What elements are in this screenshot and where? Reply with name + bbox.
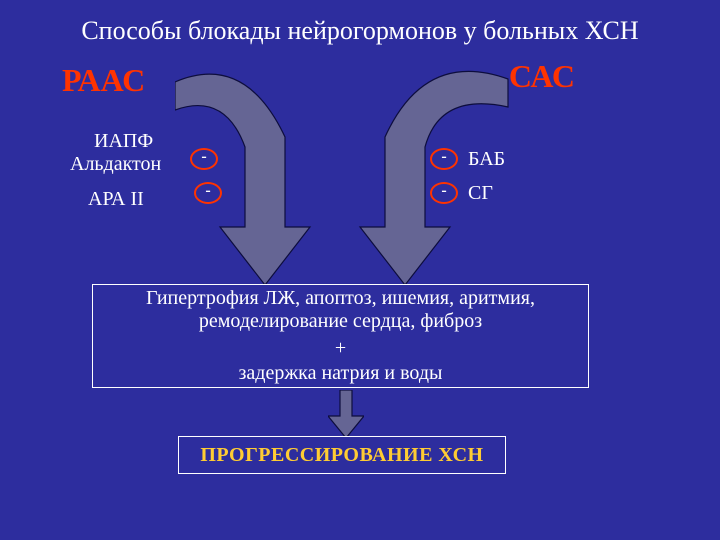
slide-title: Способы блокады нейрогормонов у больных …: [0, 16, 720, 46]
minus-icon: -: [194, 182, 222, 204]
patho-plus: +: [335, 337, 346, 360]
minus-icon: -: [430, 182, 458, 204]
label-aldactone: Альдактон: [70, 153, 161, 176]
arrow-raas-down: [175, 67, 345, 287]
label-sg: СГ: [468, 182, 493, 205]
label-bab: БАБ: [468, 148, 505, 171]
patho-text-line3: задержка натрия и воды: [239, 362, 443, 385]
pathophysiology-box: Гипертрофия ЛЖ, апоптоз, ишемия, аритмия…: [92, 284, 589, 388]
label-raas: РААС: [62, 62, 145, 99]
label-sas: САС: [509, 58, 575, 95]
minus-icon: -: [430, 148, 458, 170]
arrow-sas-down: [330, 67, 510, 287]
outcome-box: ПРОГРЕССИРОВАНИЕ ХСН: [178, 436, 506, 474]
arrow-to-outcome: [328, 390, 364, 438]
label-iapf: ИАПФ: [94, 130, 153, 153]
minus-icon: -: [190, 148, 218, 170]
label-ara2: АРА II: [88, 188, 144, 211]
patho-text-line1: Гипертрофия ЛЖ, апоптоз, ишемия, аритмия…: [101, 287, 580, 333]
